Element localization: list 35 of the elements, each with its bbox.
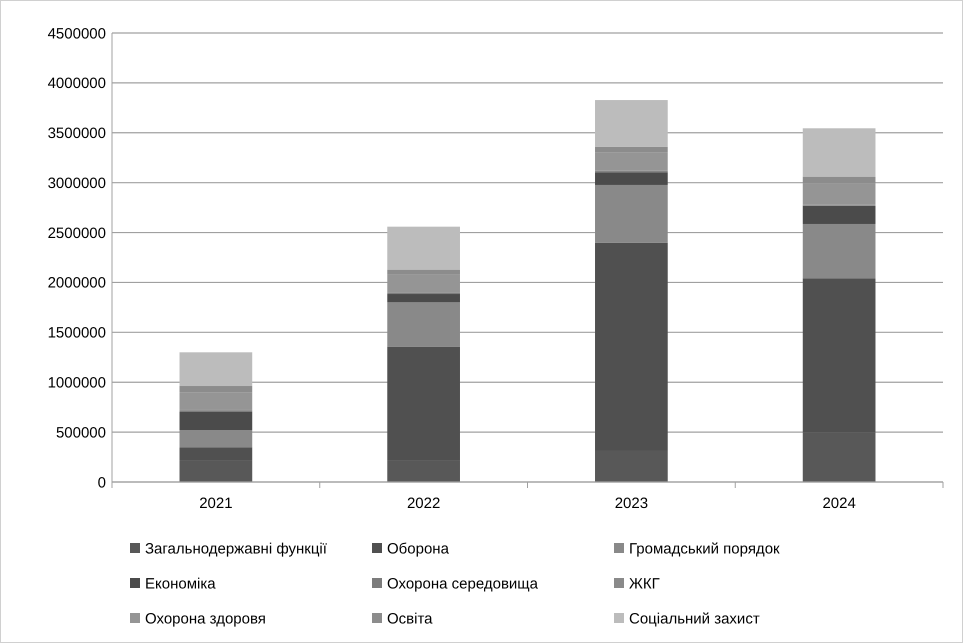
- bar: [595, 184, 668, 243]
- bar: [387, 302, 460, 347]
- legend-label: Економіка: [145, 575, 216, 592]
- y-tick-label: 500000: [56, 424, 106, 442]
- x-tick-label: 2022: [406, 495, 440, 512]
- legend-label: Освіта: [387, 610, 434, 628]
- bar: [595, 100, 668, 147]
- legend-label: ЖКГ: [629, 575, 660, 592]
- x-tick-label: 2023: [614, 495, 648, 512]
- y-tick-label: 2500000: [48, 224, 106, 242]
- bar: [387, 226, 460, 270]
- y-tick-label: 1000000: [48, 374, 106, 392]
- bar: [180, 430, 252, 448]
- legend-label: Оборона: [387, 540, 450, 558]
- y-tick-label: 3000000: [48, 174, 106, 192]
- bar: [595, 172, 668, 185]
- bar: [180, 412, 252, 430]
- legend-label: Громадський порядок: [629, 540, 780, 558]
- legend-label: Загальнодержавні функції: [145, 540, 328, 558]
- bar: [802, 206, 876, 224]
- y-tick-label: 3500000: [48, 125, 106, 142]
- x-tick-label: 2021: [199, 495, 233, 512]
- y-tick-label: 0: [98, 474, 106, 492]
- x-tick-label: 2024: [822, 495, 856, 512]
- y-tick-label: 4500000: [48, 25, 106, 42]
- bar: [802, 128, 876, 177]
- bar: [180, 352, 252, 386]
- legend-label: Соціальний захист: [629, 610, 760, 628]
- bar: [387, 294, 460, 302]
- bar: [802, 224, 876, 278]
- y-tick-label: 4000000: [48, 75, 106, 92]
- legend-label: Охорона середовища: [387, 575, 539, 592]
- y-tick-label: 2000000: [48, 274, 106, 292]
- y-tick-label: 1500000: [48, 324, 106, 342]
- legend-label: Охорона здоровя: [145, 610, 266, 628]
